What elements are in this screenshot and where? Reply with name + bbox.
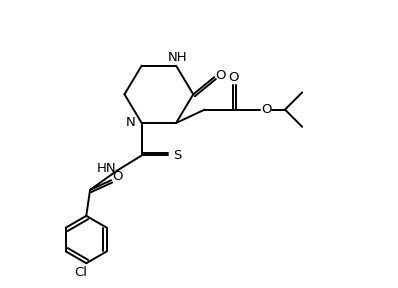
Text: Cl: Cl: [74, 266, 87, 279]
Text: HN: HN: [96, 162, 116, 175]
Text: N: N: [125, 116, 135, 130]
Text: S: S: [173, 149, 181, 162]
Text: O: O: [228, 71, 239, 84]
Text: O: O: [216, 69, 226, 82]
Text: O: O: [113, 170, 123, 183]
Text: O: O: [261, 103, 272, 116]
Text: NH: NH: [168, 51, 188, 64]
